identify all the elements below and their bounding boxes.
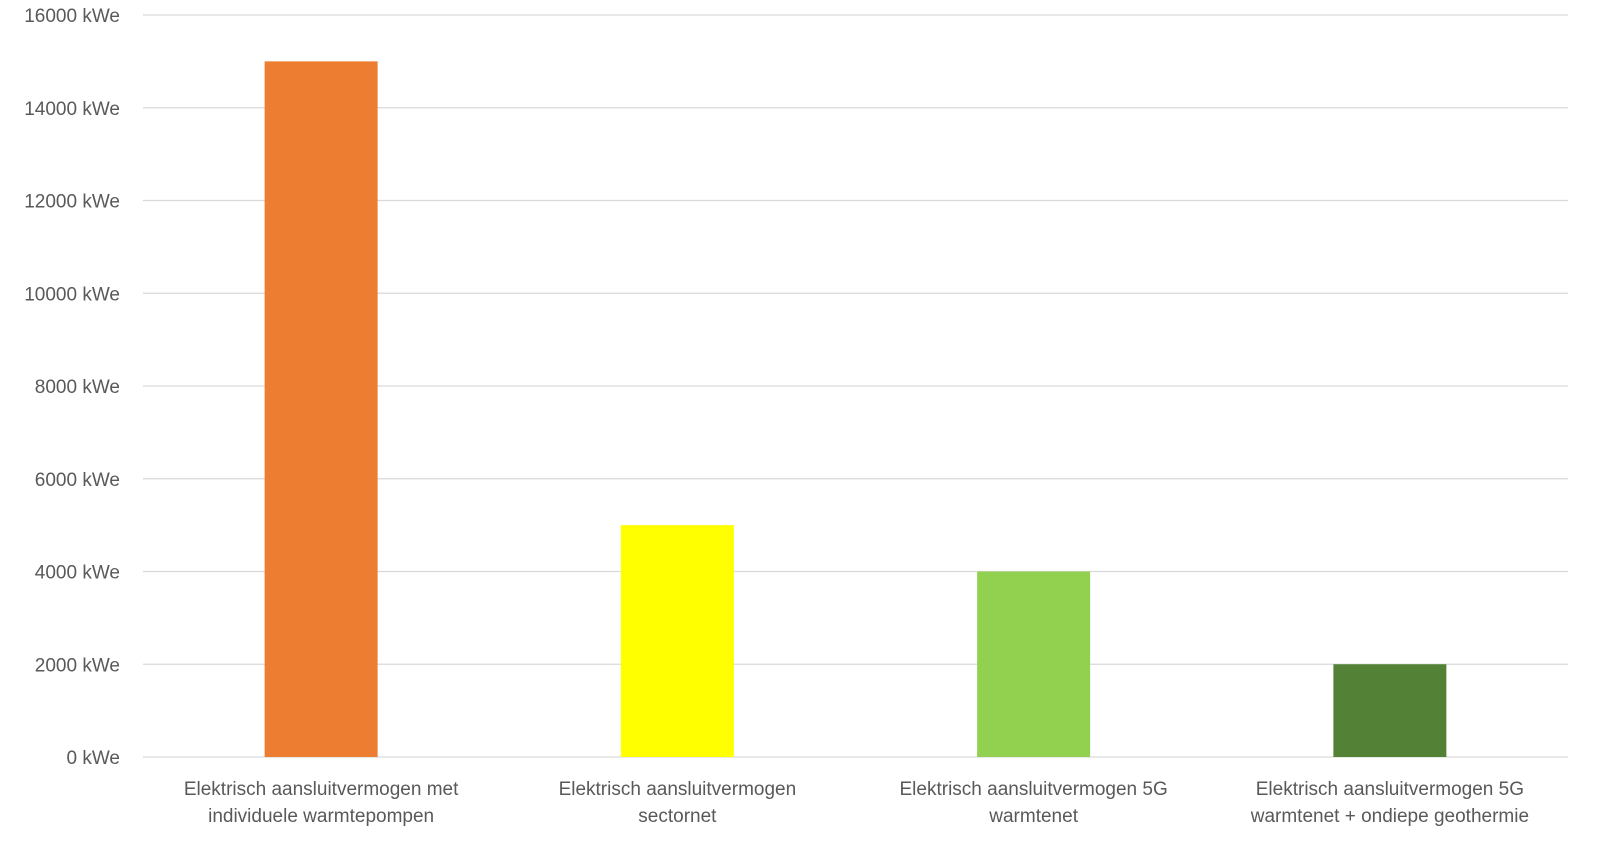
bar-3 bbox=[977, 571, 1091, 757]
y-axis-tick-labels: 0 kWe 2000 kWe 4000 kWe 6000 kWe 8000 kWe 100… bbox=[24, 6, 120, 769]
category-label-4-line-1: Elektrisch aansluitvermogen 5G bbox=[1256, 779, 1524, 800]
category-label-3-line-1: Elektrisch aansluitvermogen 5G bbox=[900, 779, 1168, 800]
bar-2 bbox=[620, 525, 734, 757]
bar-4 bbox=[1333, 664, 1447, 757]
bar-1 bbox=[264, 61, 378, 757]
category-label-3-line-2: warmtenet bbox=[988, 806, 1078, 827]
gridlines bbox=[143, 14, 1568, 758]
bars bbox=[264, 61, 1447, 757]
y-tick-label: 2000 kWe bbox=[35, 655, 120, 676]
y-tick-label: 4000 kWe bbox=[35, 563, 120, 584]
y-tick-label: 0 kWe bbox=[66, 748, 120, 769]
category-label-2-line-2: sectornet bbox=[638, 806, 717, 827]
y-tick-label: 16000 kWe bbox=[24, 6, 120, 27]
y-tick-label: 14000 kWe bbox=[24, 99, 120, 120]
category-label-1-line-2: individuele warmtepompen bbox=[208, 806, 434, 827]
y-tick-label: 6000 kWe bbox=[35, 470, 120, 491]
y-tick-label: 12000 kWe bbox=[24, 192, 120, 213]
x-axis-category-labels: Elektrisch aansluitvermogen met individue… bbox=[184, 779, 1529, 827]
category-label-2-line-1: Elektrisch aansluitvermogen bbox=[559, 779, 797, 800]
y-tick-label: 10000 kWe bbox=[24, 284, 120, 305]
category-label-4-line-2: warmtenet + ondiepe geothermie bbox=[1250, 806, 1529, 827]
y-tick-label: 8000 kWe bbox=[35, 377, 120, 398]
category-label-1-line-1: Elektrisch aansluitvermogen met bbox=[184, 779, 459, 800]
